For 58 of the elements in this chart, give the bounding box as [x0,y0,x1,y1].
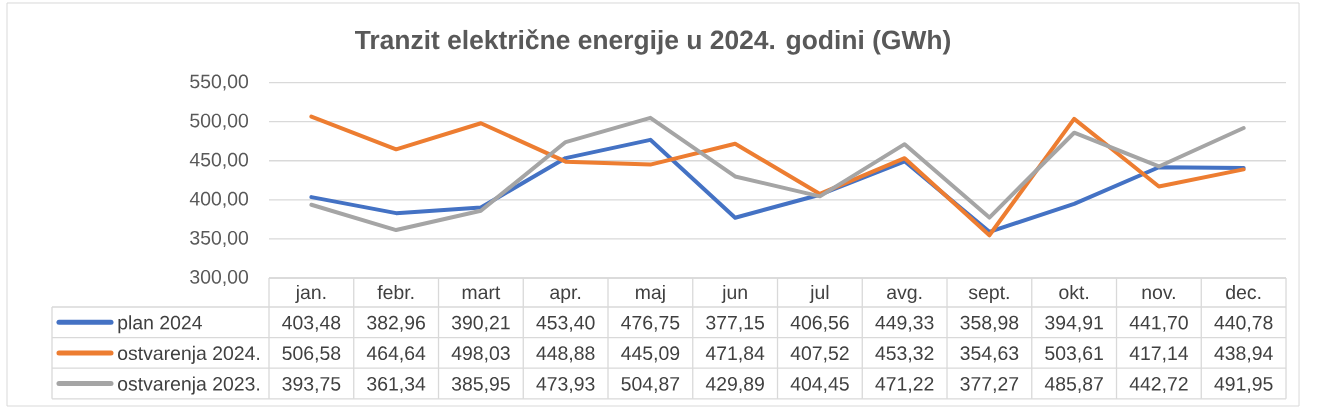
data-label: 438,94 [1214,346,1273,363]
data-label: 471,84 [705,346,765,363]
data-label: 404,45 [790,376,849,393]
legend-label: plan 2024 [118,315,202,334]
legend-label: ostvarenja 2024. [118,345,260,364]
y-tick-label: 300,00 [190,269,249,287]
data-label: 448,88 [536,346,595,363]
data-label: 449,33 [875,315,934,332]
data-label: 358,98 [960,315,1019,332]
data-label: 473,93 [536,376,595,393]
data-label: 403,48 [282,315,341,332]
x-tick-label: nov. [1142,288,1175,300]
data-label: 491,95 [1214,376,1273,393]
data-label: 354,63 [960,346,1019,363]
x-tick-label: jun [721,284,747,304]
data-label: 471,22 [875,376,934,393]
data-label: 385,95 [451,376,510,393]
data-label: 407,52 [790,346,849,363]
x-tick-label: jan. [295,284,326,304]
data-label: 445,09 [621,346,680,363]
x-tick-label: sept. [968,286,1009,304]
data-label: 429,89 [705,376,764,393]
x-tick-label: okt. [1059,284,1089,300]
x-tick-label: febr. [377,284,414,300]
data-label: 361,34 [367,376,426,393]
data-label: 442,72 [1129,376,1188,393]
x-tick-label: mart [462,286,501,300]
data-label: 377,15 [706,315,765,332]
data-label: 440,78 [1214,315,1273,332]
data-label: 394,91 [1045,315,1103,332]
data-label: 417,14 [1129,346,1189,363]
x-tick-label: maj [636,284,665,304]
x-tick-label: jul [809,284,829,304]
y-tick-label: 550,00 [190,74,249,91]
data-label: 504,87 [621,376,680,393]
x-tick-label: apr. [550,288,581,304]
data-label: 485,87 [1044,376,1103,393]
y-tick-label: 500,00 [190,113,249,130]
y-tick-label: 350,00 [190,230,249,247]
data-label: 453,40 [536,315,595,332]
data-label: 503,61 [1045,346,1103,363]
y-tick-label: 450,00 [189,152,249,169]
data-label: 406,56 [790,315,849,332]
chart-title: Tranzit električne energije u 2024. godini (GWh) [355,29,951,55]
data-label: 453,32 [875,346,934,363]
data-label: 441,70 [1129,315,1188,332]
data-label: 476,75 [621,315,680,332]
data-label: 393,75 [282,376,341,393]
x-tick-label: avg. [887,288,922,304]
y-tick-label: 400,00 [189,191,249,208]
data-label: 377,27 [960,376,1019,393]
data-label: 506,58 [282,346,341,363]
data-label: 498,03 [451,346,510,363]
x-tick-label: dec. [1226,284,1261,300]
legend-label: ostvarenja 2023. [118,376,260,395]
data-label: 390,21 [451,315,510,332]
data-label: 464,64 [366,346,426,363]
data-label: 382,96 [367,315,425,332]
